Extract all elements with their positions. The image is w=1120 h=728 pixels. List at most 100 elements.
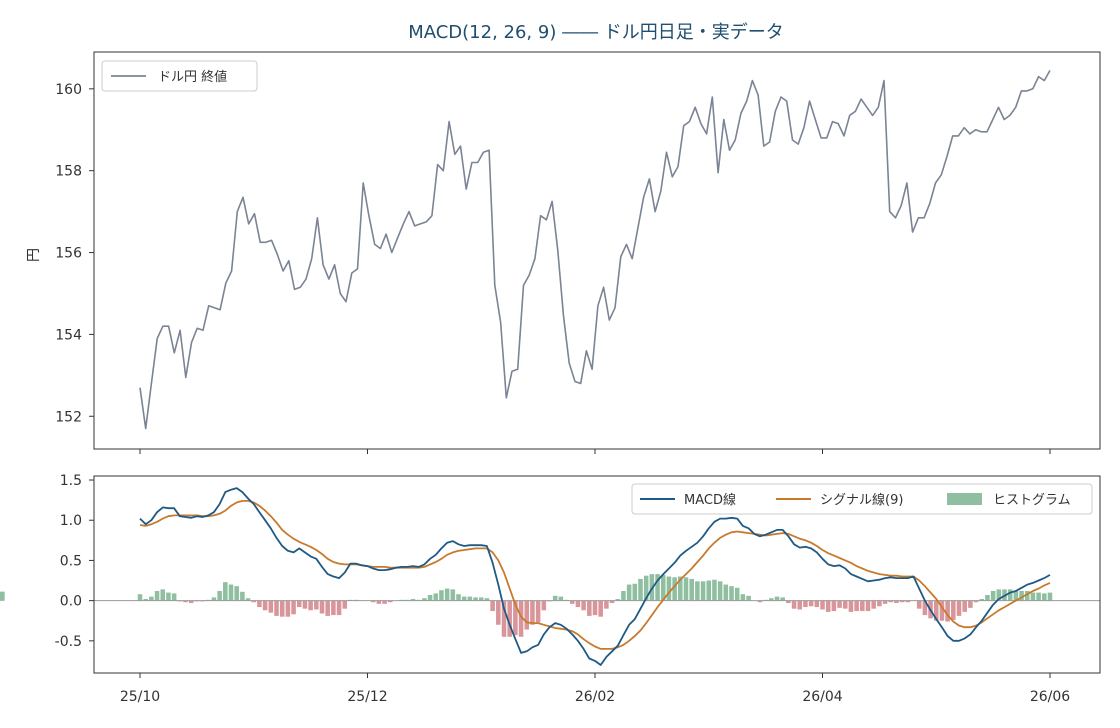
histogram-bar — [524, 600, 530, 630]
histogram-bar — [376, 600, 382, 604]
histogram-bar — [632, 583, 638, 601]
histogram-bar — [171, 593, 177, 601]
histogram-bar — [552, 595, 558, 601]
histogram-bar — [245, 598, 251, 601]
price-panel: 円 152 154 156 158 160 ドル円 終値 — [26, 51, 1101, 454]
price-series-line — [139, 70, 1051, 430]
histogram-bar — [672, 577, 677, 601]
histogram-bar — [990, 590, 996, 601]
histogram-bar — [325, 600, 330, 616]
histogram-bar — [382, 600, 387, 604]
histogram-bar — [604, 600, 609, 609]
histogram-bar — [791, 600, 797, 609]
histogram-bar — [279, 600, 285, 617]
histogram-bar — [1047, 592, 1053, 601]
histogram-bar — [188, 600, 194, 604]
histogram-bar — [894, 600, 899, 604]
histogram-bar — [473, 597, 478, 601]
histogram-bar — [427, 595, 433, 601]
histogram-bar — [1024, 590, 1030, 601]
histogram-bar — [217, 590, 222, 601]
histogram-bar — [234, 586, 239, 601]
x-tick-label: 26/02 — [575, 689, 615, 705]
histogram-bar — [643, 575, 649, 601]
macd-y-tick-label: 0.0 — [60, 594, 82, 610]
histogram-bar — [496, 600, 501, 625]
macd-y-tick-label: -0.5 — [55, 634, 82, 650]
histogram-bar — [558, 596, 564, 601]
price-y-tick-label: 160 — [55, 82, 82, 98]
histogram-bar — [615, 599, 621, 601]
histogram-bar — [308, 600, 313, 611]
histogram-bar — [296, 600, 302, 608]
macd-legend-label: MACD線 — [684, 492, 736, 508]
histogram-bar — [530, 600, 535, 625]
histogram-bar — [484, 598, 490, 601]
histogram-bar — [541, 600, 547, 611]
histogram-bar — [609, 600, 615, 604]
histogram-bar — [444, 588, 450, 601]
histogram-bar — [803, 600, 808, 608]
histogram-bar — [871, 600, 876, 609]
histogram-bar — [786, 600, 791, 604]
histogram-bar — [712, 579, 717, 601]
histogram-bar — [154, 590, 160, 601]
histogram-bar — [638, 578, 643, 601]
histogram-bar — [922, 600, 928, 616]
histogram-bar — [655, 574, 660, 601]
histogram-bar — [490, 600, 495, 612]
histogram-bar — [456, 594, 461, 601]
x-tick-label: 25/12 — [347, 689, 387, 705]
histogram-bar — [450, 589, 456, 601]
histogram-bar — [865, 600, 871, 612]
price-y-tick-label: 158 — [55, 164, 82, 180]
histogram-bar — [240, 591, 245, 601]
chart-title: MACD(12, 26, 9) ―― ドル円日足・実データ — [408, 22, 784, 43]
histogram-bar — [433, 593, 439, 601]
histogram-bar — [814, 600, 820, 608]
histogram-bar — [387, 600, 393, 603]
histogram-bar — [291, 600, 296, 615]
histogram-bar — [137, 594, 143, 601]
histogram-bar — [1007, 589, 1013, 601]
macd-legend-box — [631, 483, 1093, 515]
histogram-bar — [501, 600, 507, 637]
histogram-bar — [678, 576, 683, 601]
histogram-bar — [734, 587, 740, 601]
histogram-bar — [979, 599, 985, 601]
histogram-bar — [985, 595, 990, 601]
price-x-ticks — [139, 449, 1051, 454]
price-legend-label: ドル円 終値 — [158, 69, 227, 85]
histogram-bar — [257, 600, 262, 608]
histogram-bar — [968, 600, 973, 608]
histogram-bar — [223, 582, 228, 601]
histogram-legend-swatch — [947, 493, 982, 505]
histogram-bar — [660, 574, 666, 601]
signal-legend-label: シグナル線(9) — [820, 492, 903, 508]
histogram-bar — [683, 577, 689, 601]
histogram-bar — [933, 600, 939, 621]
histogram-bar — [916, 600, 922, 609]
price-y-ticks: 152 154 156 158 160 — [55, 82, 94, 425]
macd-y-tick-label: 1.0 — [60, 513, 82, 529]
histogram-bar — [723, 584, 729, 601]
histogram-bar — [973, 600, 979, 603]
histogram-bar — [268, 600, 274, 613]
histogram-bar — [729, 586, 734, 601]
histogram-bar — [689, 578, 694, 601]
histogram-bar — [336, 600, 342, 616]
histogram-bar — [149, 596, 154, 601]
macd-y-tick-label: 1.5 — [60, 473, 82, 489]
x-tick-label: 25/10 — [120, 689, 160, 705]
histogram-bar — [410, 599, 416, 601]
histogram-bar — [717, 581, 723, 601]
histogram-bar — [535, 600, 541, 623]
histogram-bar — [831, 600, 837, 612]
macd-panel-frame — [93, 475, 1101, 674]
price-legend-box — [101, 60, 258, 92]
histogram-bar — [882, 600, 888, 604]
price-panel-frame — [93, 51, 1101, 450]
histogram-bar — [888, 600, 894, 603]
